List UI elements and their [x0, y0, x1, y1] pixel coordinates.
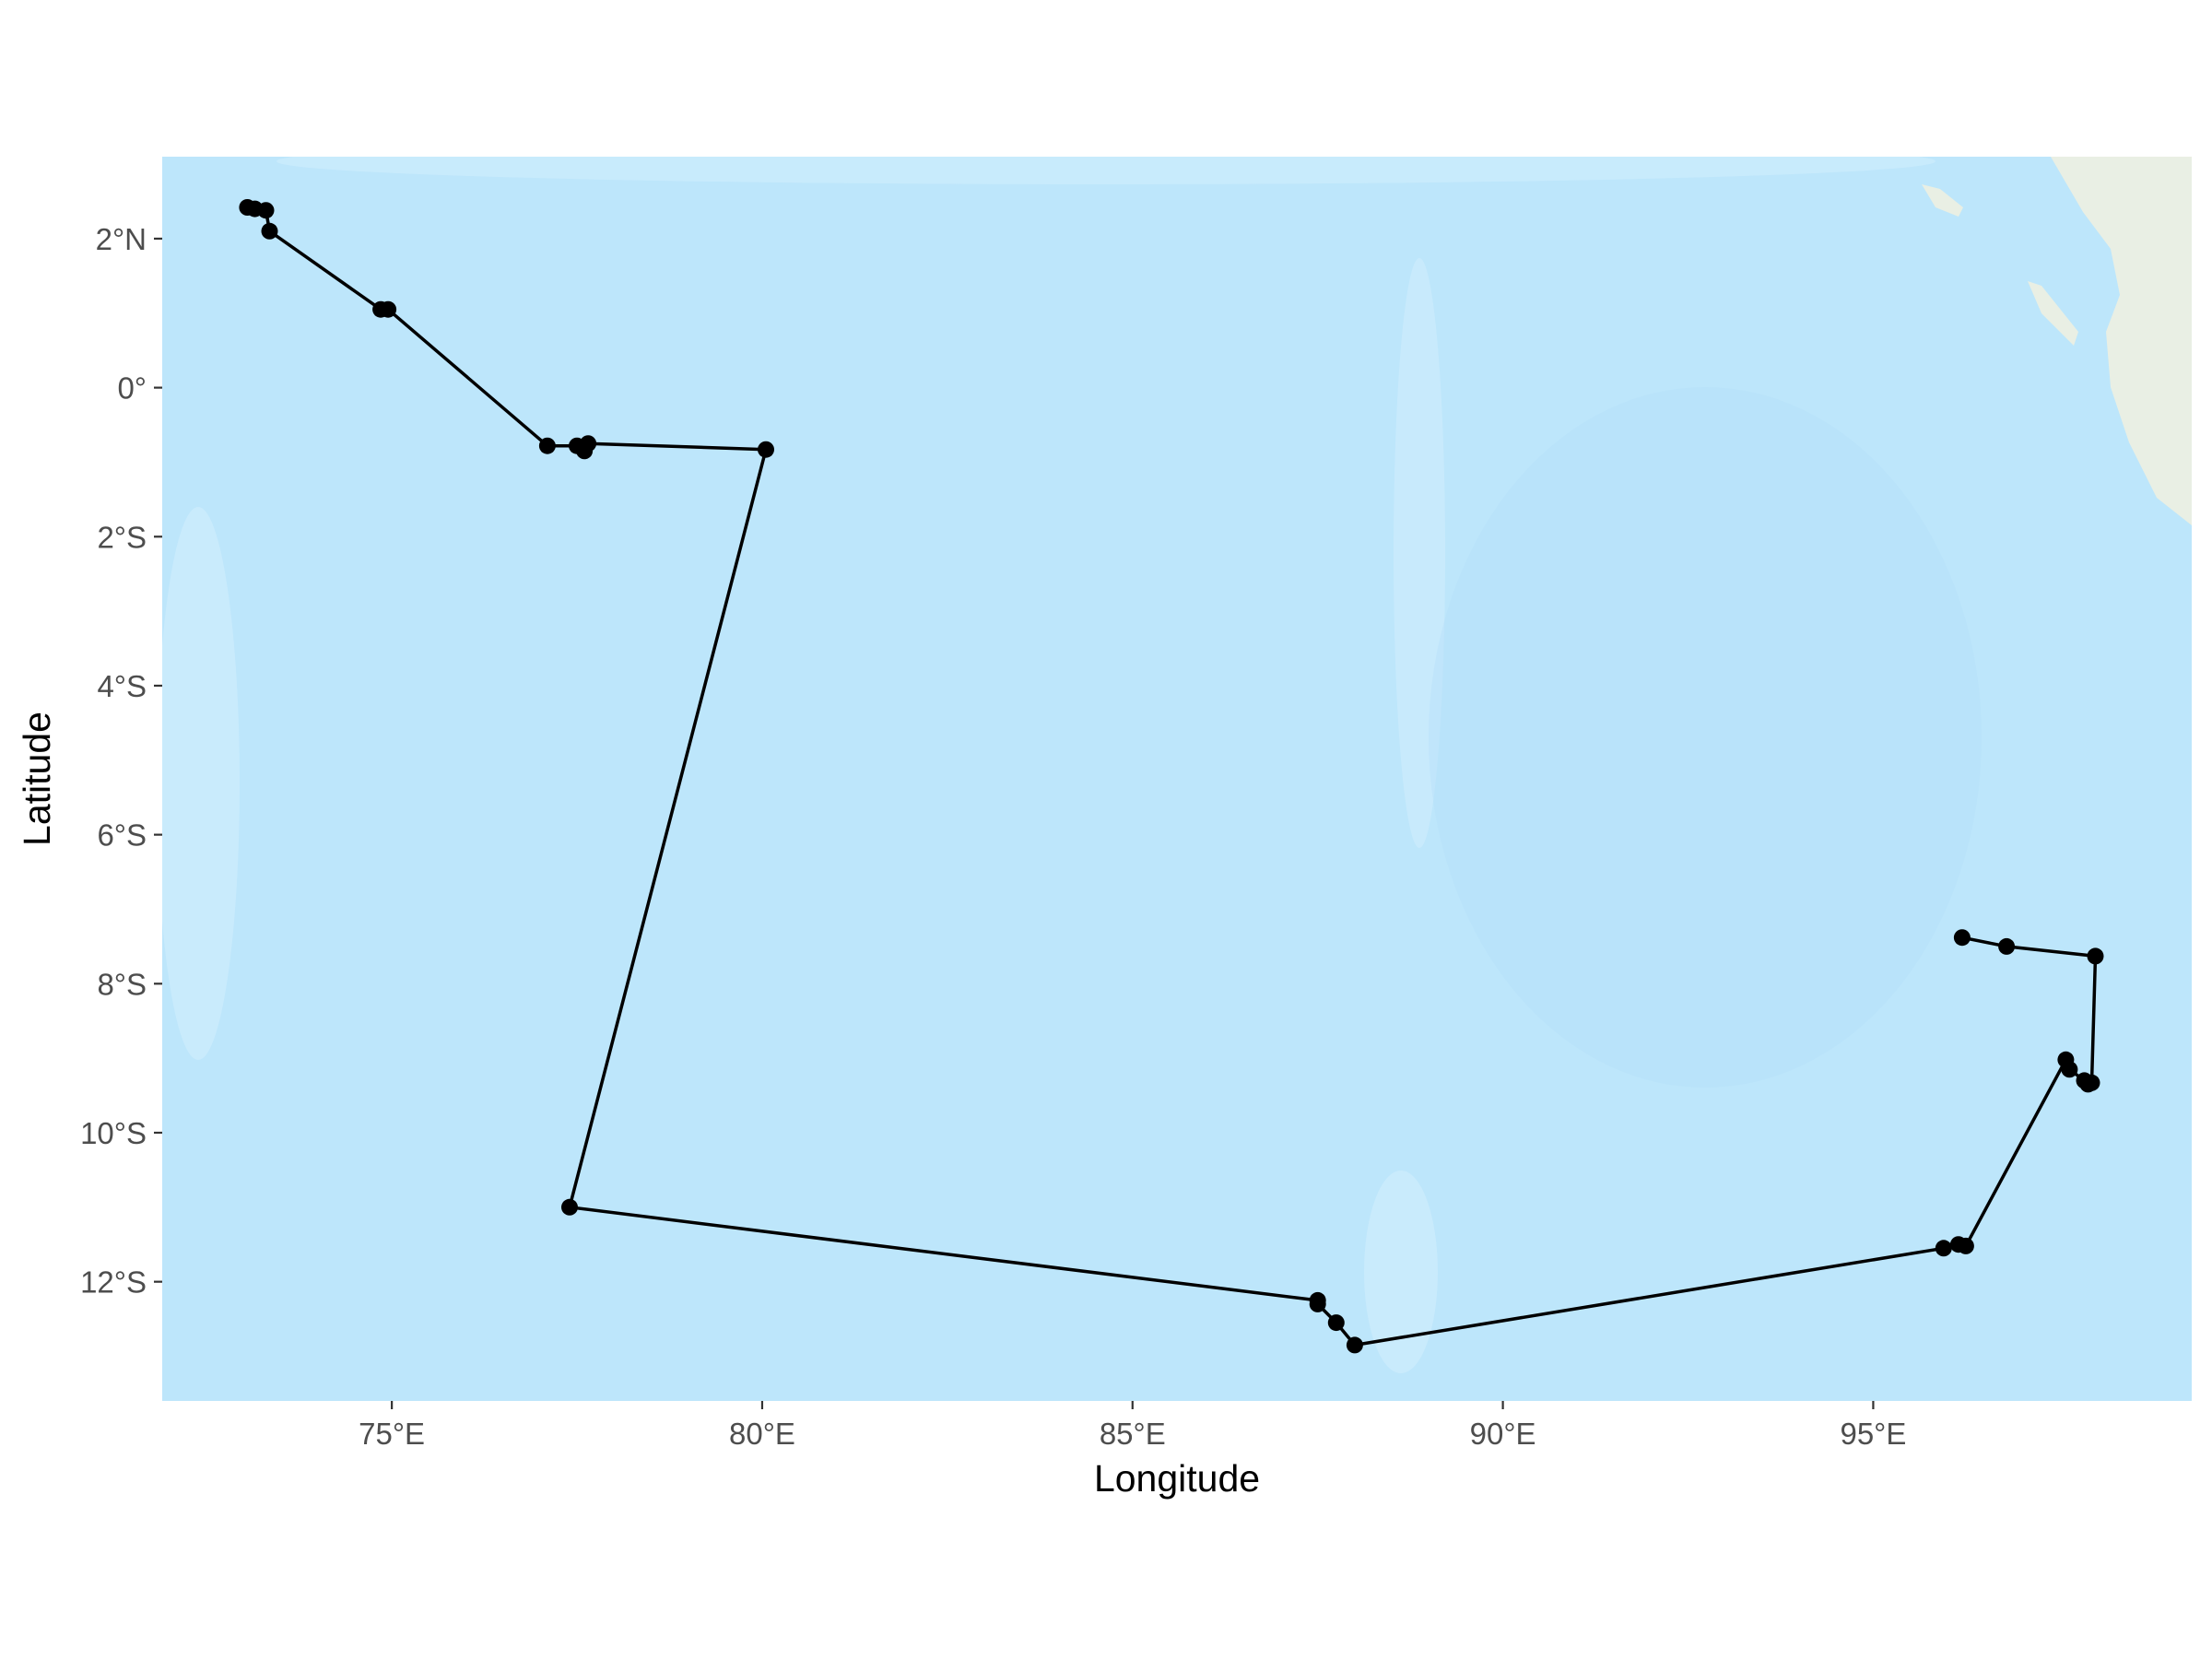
track-point: [1953, 929, 1971, 947]
ninety-east-ridge-south: [1364, 1171, 1438, 1373]
x-tick-label: 85°E: [1100, 1417, 1166, 1451]
track-point: [538, 437, 556, 454]
track-point: [2061, 1061, 2078, 1078]
track-point: [1309, 1295, 1326, 1312]
track-point: [1346, 1336, 1363, 1354]
y-tick-label: 2°N: [96, 222, 147, 256]
track-point: [561, 1198, 578, 1216]
track-point: [1935, 1240, 1952, 1257]
x-tick-label: 95°E: [1840, 1417, 1906, 1451]
x-tick-label: 75°E: [359, 1417, 425, 1451]
island-nias: [2028, 281, 2078, 346]
y-tick-label: 8°S: [97, 967, 147, 1001]
y-axis: 2°N 0° 2°S 4°S 6°S 8°S 10°S 12°S: [80, 222, 162, 1300]
island-siberut: [2124, 406, 2143, 433]
east-deep-basin: [1429, 387, 1982, 1088]
ocean-basemap: [162, 157, 2192, 1401]
y-tick-label: 0°: [117, 371, 147, 406]
track-point: [380, 300, 397, 318]
map-panel: [162, 157, 2192, 1401]
y-axis-title: Latitude: [16, 712, 58, 846]
track-point: [1327, 1314, 1345, 1332]
y-tick-label: 12°S: [80, 1265, 147, 1300]
continental-shelf-north: [276, 157, 1936, 184]
y-tick-label: 6°S: [97, 818, 147, 853]
x-tick-label: 80°E: [729, 1417, 795, 1451]
y-tick-label: 2°S: [97, 520, 147, 554]
track-point: [257, 202, 275, 219]
track-point: [580, 435, 597, 453]
track-point: [2083, 1074, 2100, 1091]
track-point: [1998, 937, 2016, 955]
x-axis-title: Longitude: [1094, 1457, 1260, 1500]
island-simeulue: [1922, 184, 1963, 217]
x-tick-label: 90°E: [1470, 1417, 1536, 1451]
sumatra-coast: [2051, 157, 2192, 525]
track-point: [2087, 947, 2104, 965]
y-tick-label: 4°S: [97, 669, 147, 703]
ninety-east-ridge: [1394, 258, 1445, 848]
track-point: [261, 222, 278, 240]
x-axis: 75°E 80°E 85°E 90°E 95°E: [359, 1401, 1906, 1451]
y-tick-label: 10°S: [80, 1116, 147, 1150]
track-layer: [239, 199, 2104, 1354]
ocean-ridge-west: [162, 507, 240, 1060]
track-point: [1957, 1237, 1974, 1254]
seafloor-relief: [162, 157, 2192, 1373]
track-point: [758, 441, 774, 458]
